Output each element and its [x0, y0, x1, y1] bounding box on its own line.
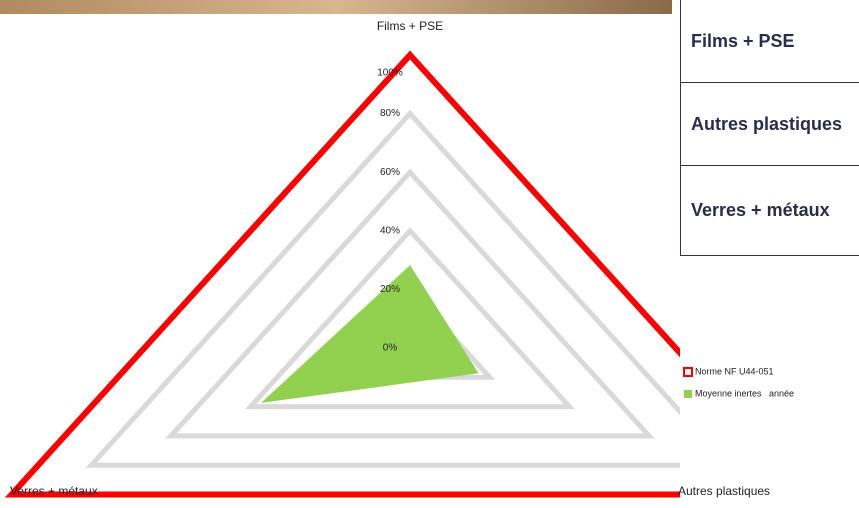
legend-swatch — [684, 368, 692, 376]
label-holder: Autres plastiques — [678, 478, 859, 508]
axis-label: Verres + métaux — [10, 484, 98, 498]
grid-ring — [12, 55, 680, 495]
radar-area — [12, 55, 680, 495]
table-row: Films + PSE — [681, 0, 859, 83]
tick-label: 60% — [380, 167, 400, 178]
tick-label: 20% — [380, 284, 400, 295]
table-row: Verres + métaux — [681, 166, 859, 254]
legend: Norme NF U44-051 Moyenne inertes année — [680, 360, 859, 440]
table-row: Autres plastiques — [681, 83, 859, 166]
table: Films + PSE Autres plastiques Verres + m… — [680, 0, 859, 256]
tick-label: 100% — [377, 68, 403, 79]
chart: 0% 20% 40% 60% 80% 100% Films + PSE Verres + mé… — [0, 0, 680, 503]
tick-label: 80% — [380, 108, 400, 119]
tick-label: 40% — [380, 225, 400, 236]
legend-label: Moyenne inertes année — [695, 388, 794, 398]
legend-swatch — [684, 390, 692, 398]
legend-label: Norme NF U44-051 — [695, 366, 774, 376]
radar-area — [263, 266, 478, 402]
photo-strip — [0, 0, 672, 14]
axis-label: Autres plastiques — [678, 484, 770, 498]
axis-label: Films + PSE — [377, 19, 443, 33]
tick-label: 0% — [383, 343, 398, 354]
page: 0% 20% 40% 60% 80% 100% Films + PSE Verres + mé… — [0, 0, 859, 503]
